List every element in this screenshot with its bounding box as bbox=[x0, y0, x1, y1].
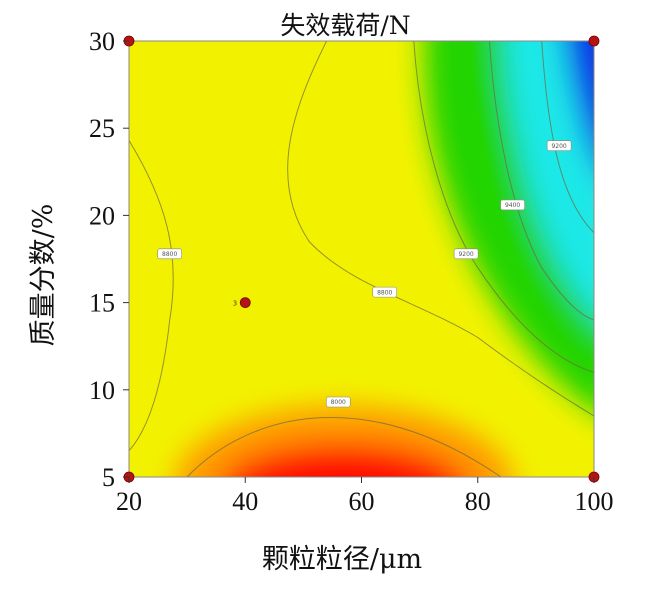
y-tick-label: 25 bbox=[89, 114, 115, 143]
plot-area bbox=[129, 41, 594, 477]
contour-line bbox=[541, 41, 594, 234]
contour-label-text: 8000 bbox=[331, 399, 346, 406]
contour-line bbox=[488, 41, 594, 321]
contour-label: 9200 bbox=[453, 248, 479, 260]
contour-label-text: 8800 bbox=[162, 251, 177, 258]
design-point bbox=[239, 297, 251, 309]
x-tick-label: 100 bbox=[575, 487, 614, 516]
y-axis-title: 质量分数/% bbox=[28, 204, 59, 347]
contour-line bbox=[186, 416, 502, 477]
contour-label-text: 8800 bbox=[377, 289, 392, 296]
red-zone bbox=[224, 442, 464, 477]
x-tick-label: 80 bbox=[465, 487, 491, 516]
x-axis-ticks: 20 40 60 80 100 bbox=[116, 477, 614, 516]
x-tick-label: 60 bbox=[349, 487, 375, 516]
x-tick-label: 40 bbox=[232, 487, 258, 516]
contour-label: 9200 bbox=[546, 140, 572, 151]
cyan-zone bbox=[504, 41, 594, 316]
contour-line bbox=[129, 140, 174, 452]
y-tick-label: 10 bbox=[89, 376, 115, 405]
center-point-label: 3 bbox=[233, 300, 237, 308]
x-tick-label: 20 bbox=[116, 487, 142, 516]
orange-zone bbox=[175, 405, 514, 477]
blue-zone bbox=[564, 41, 594, 158]
contour-line bbox=[287, 41, 594, 417]
contour-label: 8000 bbox=[325, 396, 351, 408]
contour-label-text: 9200 bbox=[551, 143, 566, 150]
contour-label-text: 9200 bbox=[458, 251, 473, 258]
chart-title: 失效载荷/N bbox=[280, 11, 410, 40]
y-tick-label: 30 bbox=[89, 27, 115, 56]
design-point bbox=[588, 35, 600, 47]
contour-label-text: 9400 bbox=[505, 202, 520, 209]
y-tick-label: 15 bbox=[89, 289, 115, 318]
contour-label: 8800 bbox=[157, 248, 182, 260]
x-axis-title: 颗粒粒径/μm bbox=[262, 544, 422, 575]
contour-lines bbox=[129, 41, 594, 477]
y-axis-ticks: 5 10 15 20 25 30 bbox=[89, 27, 129, 492]
y-tick-label: 20 bbox=[89, 201, 115, 230]
contour-line bbox=[413, 41, 594, 373]
y-tick-label: 5 bbox=[102, 463, 115, 492]
contour-label: 8800 bbox=[372, 286, 398, 298]
contour-labels: 8800 8800 8000 9200 9400 9200 bbox=[157, 140, 572, 408]
contour-label: 9400 bbox=[500, 199, 525, 211]
